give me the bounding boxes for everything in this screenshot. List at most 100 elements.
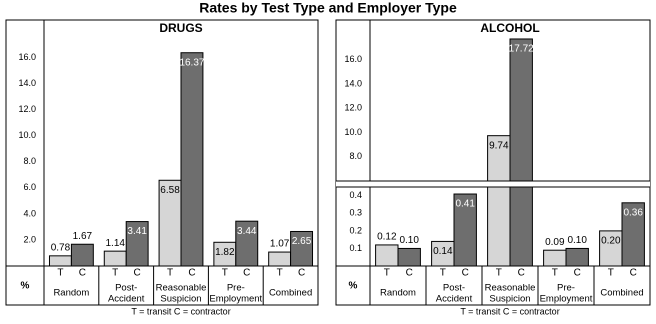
bar	[268, 251, 292, 267]
y-tick-label: 4.0	[23, 208, 36, 218]
series-label: T	[57, 268, 63, 279]
series-label: C	[406, 268, 413, 279]
series-label: C	[243, 268, 250, 279]
series-label: T	[384, 268, 390, 279]
series-label: T	[167, 268, 173, 279]
value-label: 17.72	[509, 44, 534, 55]
value-label: 9.74	[489, 140, 509, 151]
bar	[453, 193, 477, 267]
y-tick-label: 2.0	[23, 234, 36, 244]
bar	[487, 135, 511, 267]
series-label: C	[134, 268, 141, 279]
page-title: Rates by Test Type and Employer Type	[199, 0, 457, 16]
x-tick-label: Suspicion	[160, 294, 201, 305]
x-tick-label: Reasonable	[485, 283, 536, 294]
bar	[235, 220, 259, 267]
bar	[103, 250, 127, 267]
series-label: C	[298, 268, 305, 279]
series-label: T	[277, 268, 283, 279]
x-tick-label: Combined	[269, 288, 312, 299]
axis-break	[336, 181, 650, 187]
bar	[375, 244, 399, 267]
x-tick-label: Random	[53, 288, 89, 299]
value-label: 6.58	[160, 185, 180, 196]
x-tick-label: Accident	[108, 294, 145, 305]
y-tick-label: 8.0	[349, 151, 362, 161]
x-tick-label: Post-	[443, 283, 465, 294]
value-label: 1.82	[215, 247, 235, 258]
panel-title: ALCOHOL	[480, 21, 539, 35]
x-tick-label: Pre-	[227, 283, 245, 294]
value-label: 1.67	[73, 231, 93, 242]
series-label: C	[188, 268, 195, 279]
x-tick-label: Reasonable	[156, 283, 207, 294]
series-label: T	[440, 268, 446, 279]
y-tick-label: 8.0	[23, 156, 36, 166]
y-tick-label: 10.0	[344, 127, 362, 137]
x-tick-label: Random	[380, 288, 416, 299]
y-label: %	[21, 281, 30, 292]
value-label: 0.10	[399, 235, 419, 246]
bar	[180, 52, 204, 267]
bar	[621, 202, 645, 267]
value-label: 3.44	[237, 226, 257, 237]
x-tick-label: Suspicion	[489, 294, 530, 305]
footnote: T = transit C = contractor	[460, 306, 559, 316]
series-label: T	[222, 268, 228, 279]
x-tick-label: Combined	[600, 288, 643, 299]
y-label: %	[349, 281, 358, 292]
value-label: 0.36	[623, 207, 643, 218]
series-label: T	[552, 268, 558, 279]
panel-title: DRUGS	[159, 21, 202, 35]
value-label: 0.78	[51, 242, 71, 253]
y-tick-label: 12.0	[344, 103, 362, 113]
series-label: C	[630, 268, 637, 279]
value-label: 0.20	[601, 236, 621, 247]
value-label: 0.41	[455, 199, 475, 210]
series-label: T	[496, 268, 502, 279]
series-label: C	[518, 268, 525, 279]
y-tick-label: 10.0	[18, 130, 36, 140]
panel-frame	[335, 19, 651, 306]
x-tick-label: Pre-	[557, 283, 575, 294]
value-label: 3.41	[127, 226, 147, 237]
value-label: 1.14	[106, 238, 126, 249]
x-tick-label: Employment	[209, 294, 262, 305]
series-label: T	[112, 268, 118, 279]
y-tick-label: 16.0	[344, 54, 362, 64]
y-tick-label: 12.0	[18, 104, 36, 114]
y-tick-label: 6.0	[23, 182, 36, 192]
bar	[48, 255, 72, 267]
bar	[565, 247, 589, 267]
value-label: 2.65	[292, 236, 312, 247]
x-tick-label: Employment	[540, 294, 593, 305]
y-tick-label: 0.2	[349, 225, 362, 235]
bar	[397, 247, 421, 267]
value-label: 0.09	[545, 237, 565, 248]
y-tick-label: 16.0	[18, 52, 36, 62]
series-label: T	[608, 268, 614, 279]
value-label: 0.10	[567, 235, 587, 246]
y-tick-label: 14.0	[344, 78, 362, 88]
y-tick-label: 0.1	[349, 243, 362, 253]
series-label: C	[79, 268, 86, 279]
y-tick-label: 14.0	[18, 78, 36, 88]
y-tick-label: 0.3	[349, 208, 362, 218]
x-tick-label: Accident	[436, 294, 473, 305]
value-label: 0.12	[377, 232, 397, 243]
value-label: 1.07	[270, 239, 290, 250]
x-tick-label: Post-	[115, 283, 137, 294]
bar	[509, 38, 533, 267]
bar	[290, 230, 314, 267]
bar	[543, 249, 567, 267]
panel-frame	[5, 19, 319, 306]
value-label: 16.37	[179, 57, 204, 68]
value-label: 0.14	[433, 246, 453, 257]
series-label: C	[462, 268, 469, 279]
series-label: C	[574, 268, 581, 279]
bar	[125, 221, 149, 267]
bar	[70, 243, 94, 267]
y-tick-label: 0.4	[349, 190, 362, 200]
footnote: T = transit C = contractor	[131, 306, 230, 316]
